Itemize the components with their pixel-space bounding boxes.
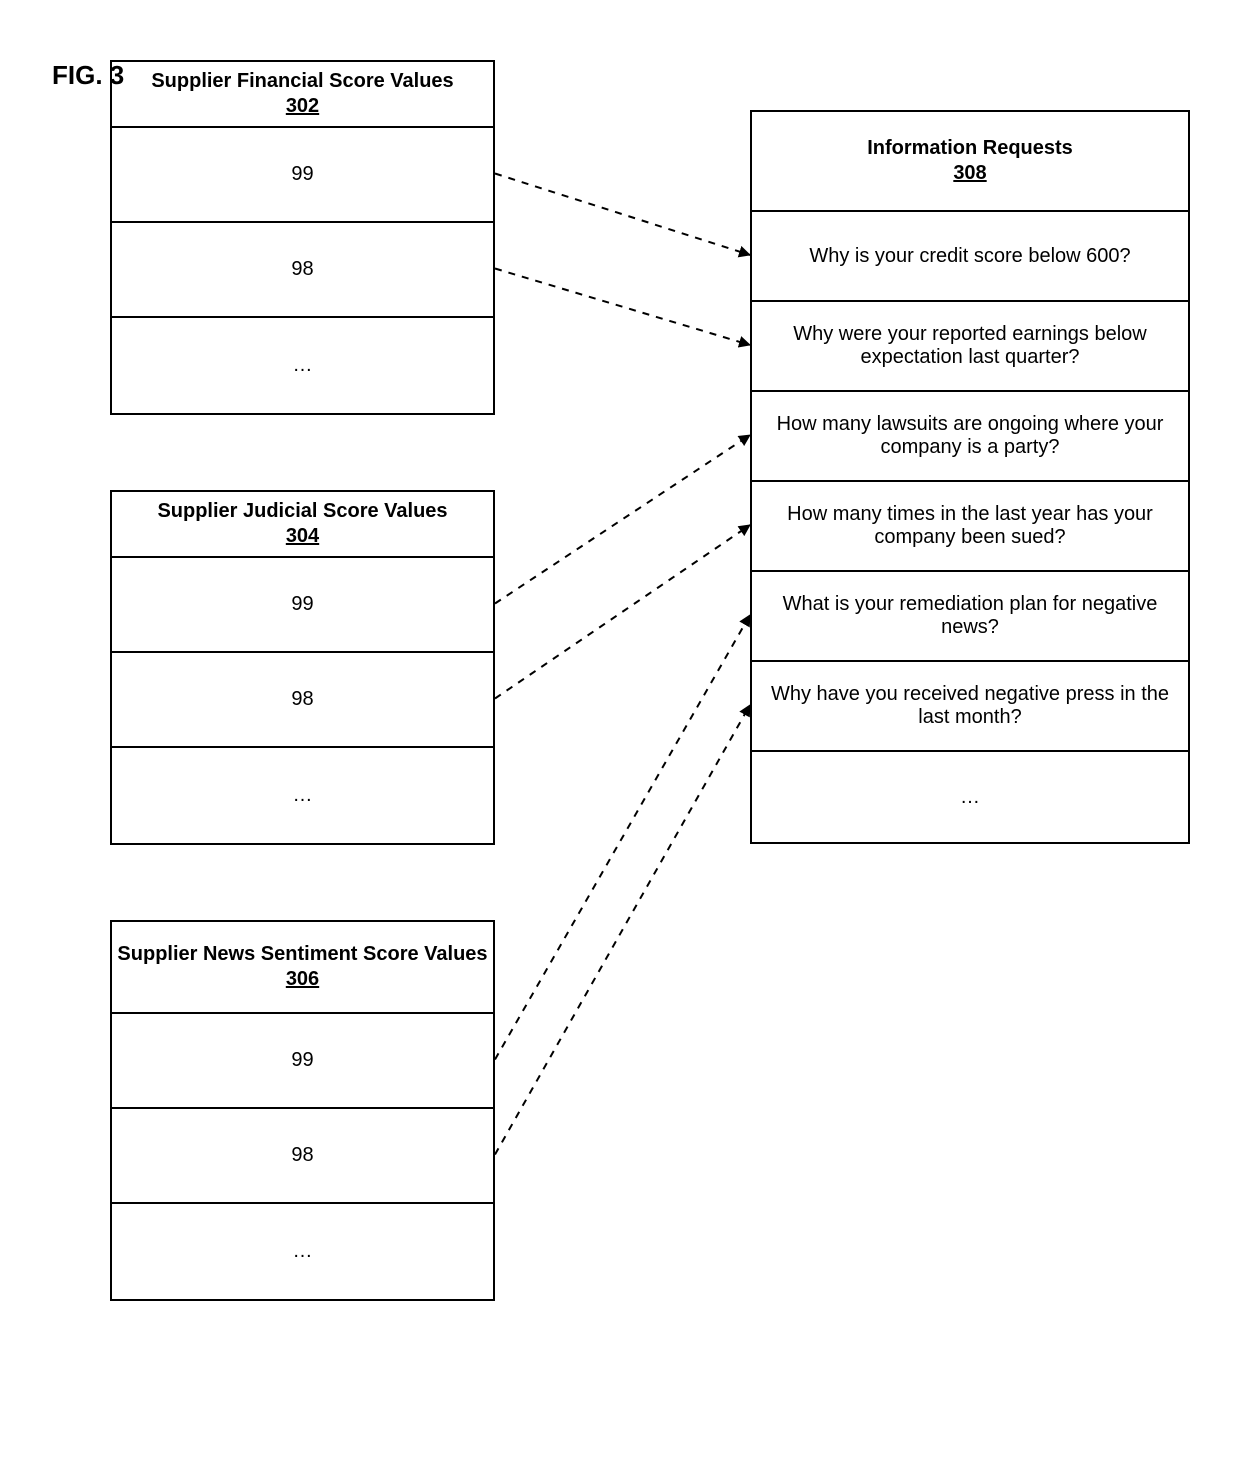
mapping-arrow [495, 269, 750, 346]
panel-ref: 304 [286, 525, 319, 548]
panel-cell: … [112, 318, 493, 413]
panel-cell: 99 [112, 558, 493, 653]
panel-cell: How many times in the last year has your… [752, 482, 1188, 572]
panel-header: Information Requests308 [752, 112, 1188, 212]
panel-requests: Information Requests308Why is your credi… [750, 110, 1190, 844]
panel-ref: 302 [286, 95, 319, 118]
mapping-arrow [495, 435, 750, 604]
panel-cell: … [112, 1204, 493, 1299]
panel-title: Supplier Financial Score Values [151, 70, 453, 93]
panel-ref: 308 [953, 162, 986, 185]
mapping-arrow [495, 705, 750, 1155]
panel-cell: 99 [112, 128, 493, 223]
panel-cell: 98 [112, 223, 493, 318]
panel-cell: Why were your reported earnings below ex… [752, 302, 1188, 392]
mapping-arrow [495, 525, 750, 699]
panel-sentiment: Supplier News Sentiment Score Values3069… [110, 920, 495, 1301]
panel-cell: … [752, 752, 1188, 842]
panel-title: Information Requests [867, 137, 1073, 160]
panel-header: Supplier News Sentiment Score Values306 [112, 922, 493, 1014]
panel-cell: … [112, 748, 493, 843]
panel-cell: Why is your credit score below 600? [752, 212, 1188, 302]
panel-cell: What is your remediation plan for negati… [752, 572, 1188, 662]
panel-financial: Supplier Financial Score Values3029998… [110, 60, 495, 415]
panel-judicial: Supplier Judicial Score Values3049998… [110, 490, 495, 845]
panel-header: Supplier Financial Score Values302 [112, 62, 493, 128]
panel-header: Supplier Judicial Score Values304 [112, 492, 493, 558]
panel-ref: 306 [286, 968, 319, 991]
panel-title: Supplier News Sentiment Score Values [117, 943, 487, 966]
panel-title: Supplier Judicial Score Values [157, 500, 447, 523]
mapping-arrow [495, 174, 750, 256]
panel-cell: How many lawsuits are ongoing where your… [752, 392, 1188, 482]
panel-cell: 98 [112, 653, 493, 748]
mapping-arrow [495, 615, 750, 1060]
panel-cell: Why have you received negative press in … [752, 662, 1188, 752]
panel-cell: 98 [112, 1109, 493, 1204]
panel-cell: 99 [112, 1014, 493, 1109]
